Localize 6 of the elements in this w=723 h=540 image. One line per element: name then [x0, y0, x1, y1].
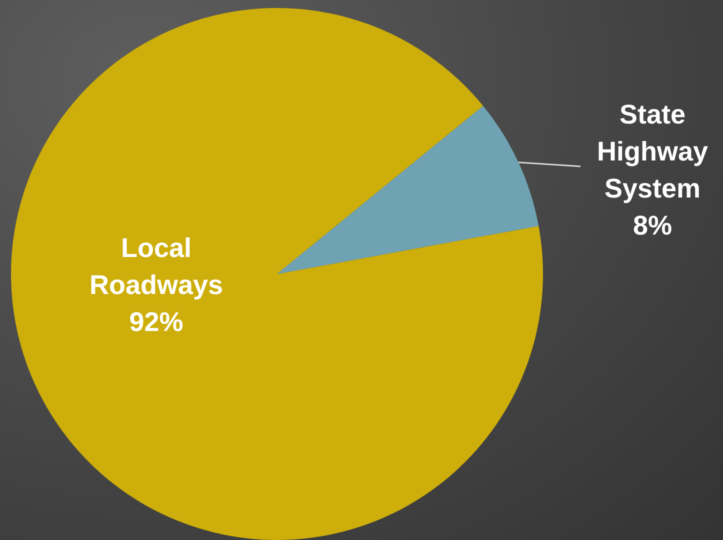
pie-slice — [277, 106, 539, 274]
pie-slice — [11, 8, 543, 540]
data-label: 92% — [129, 307, 184, 338]
data-label: 8% — [632, 210, 672, 240]
slice-label: State Highway System — [596, 99, 708, 204]
slice-label: Local Roadways — [89, 233, 224, 300]
